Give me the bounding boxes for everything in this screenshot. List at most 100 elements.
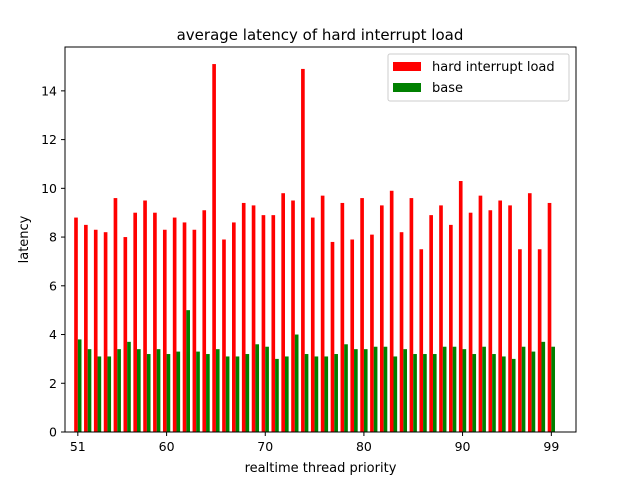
bar-hard-interrupt-load-63: [192, 229, 197, 432]
bar-base-67: [235, 356, 240, 432]
bar-base-59: [156, 349, 161, 432]
bar-base-60: [166, 354, 171, 432]
bars-group: [74, 64, 555, 433]
bar-base-80: [363, 349, 368, 432]
bar-base-56: [127, 341, 131, 432]
x-tick-label-60: 60: [159, 439, 175, 454]
bar-base-79: [354, 349, 358, 432]
bar-base-98: [541, 341, 546, 432]
bar-hard-interrupt-load-60: [162, 229, 167, 432]
bar-base-61: [176, 351, 181, 432]
bar-hard-interrupt-load-84: [399, 232, 404, 432]
legend-box: [387, 53, 570, 102]
bar-hard-interrupt-load-64: [202, 210, 207, 432]
bar-hard-interrupt-load-61: [172, 217, 177, 432]
bar-base-70: [265, 346, 269, 432]
bar-hard-interrupt-load-89: [449, 224, 453, 432]
bar-base-95: [511, 358, 516, 432]
bar-hard-interrupt-load-53: [93, 229, 98, 432]
chart-title: average latency of hard interrupt load: [177, 26, 464, 44]
x-tick-label-51: 51: [70, 439, 86, 454]
bar-base-89: [452, 346, 457, 432]
plot-frame: [64, 46, 577, 433]
bar-base-62: [186, 310, 190, 432]
bar-base-92: [482, 346, 486, 432]
legend-swatch-base: [393, 83, 421, 92]
bar-hard-interrupt-load-57: [133, 212, 138, 432]
bar-base-77: [334, 354, 338, 432]
x-tick-label-90: 90: [455, 439, 471, 454]
bar-base-96: [521, 346, 526, 432]
y-axis-label: latency: [17, 215, 32, 263]
bar-base-55: [117, 349, 121, 432]
bar-base-68: [245, 354, 250, 432]
bar-base-69: [255, 344, 260, 432]
bar-hard-interrupt-load-85: [409, 198, 414, 432]
x-tick-label-80: 80: [356, 439, 372, 454]
bar-hard-interrupt-load-55: [113, 198, 118, 432]
bar-hard-interrupt-load-94: [498, 200, 503, 432]
x-tick-label-99: 99: [543, 439, 559, 454]
bar-base-66: [225, 356, 230, 432]
bar-hard-interrupt-load-79: [350, 239, 355, 432]
y-tick-label-12: 12: [41, 132, 57, 147]
y-tick-label-4: 4: [49, 327, 57, 342]
y-axis-ticks: 0 2 4 6 8 10 12 14: [41, 83, 65, 440]
bar-base-57: [137, 349, 141, 432]
bar-hard-interrupt-load-83: [389, 190, 394, 432]
bar-hard-interrupt-load-93: [488, 210, 493, 432]
bar-base-63: [196, 351, 200, 432]
bar-base-90: [462, 349, 467, 432]
bar-base-72: [284, 356, 289, 432]
bar-base-97: [531, 351, 536, 432]
bar-base-73: [294, 334, 299, 432]
bar-base-75: [314, 356, 319, 432]
bar-base-76: [324, 356, 329, 432]
bar-base-53: [97, 356, 102, 432]
bar-base-52: [87, 349, 92, 432]
bar-hard-interrupt-load-87: [429, 215, 433, 432]
bar-hard-interrupt-load-54: [103, 232, 108, 432]
bar-hard-interrupt-load-82: [379, 205, 384, 432]
bar-hard-interrupt-load-69: [251, 205, 256, 432]
bar-hard-interrupt-load-95: [508, 205, 512, 432]
bar-base-82: [383, 346, 388, 432]
x-axis-ticks: 51 60 70 80 90 99: [70, 432, 559, 454]
bar-base-78: [344, 344, 348, 432]
x-tick-label-70: 70: [257, 439, 273, 454]
bar-base-54: [107, 356, 112, 432]
bar-hard-interrupt-load-67: [232, 222, 236, 432]
bar-hard-interrupt-load-74: [301, 68, 305, 433]
bar-base-94: [502, 356, 506, 432]
bar-hard-interrupt-load-99: [547, 202, 552, 432]
bar-hard-interrupt-load-66: [222, 239, 226, 432]
bar-hard-interrupt-load-51: [74, 217, 78, 432]
bar-hard-interrupt-load-77: [330, 241, 335, 432]
legend-label-hard-interrupt-load: hard interrupt load: [432, 60, 555, 75]
bar-base-88: [442, 346, 447, 432]
bar-hard-interrupt-load-80: [360, 198, 364, 432]
bar-hard-interrupt-load-92: [478, 195, 483, 432]
bar-hard-interrupt-load-56: [123, 237, 128, 432]
bar-base-51: [77, 339, 82, 432]
bar-base-85: [413, 354, 417, 432]
bar-hard-interrupt-load-70: [261, 215, 266, 432]
bar-hard-interrupt-load-78: [340, 202, 345, 432]
bar-base-91: [472, 354, 477, 432]
bar-base-71: [275, 358, 279, 432]
bar-hard-interrupt-load-72: [281, 193, 285, 432]
bar-base-84: [403, 349, 408, 432]
bar-hard-interrupt-load-76: [320, 195, 325, 432]
bar-hard-interrupt-load-65: [212, 64, 216, 432]
bar-base-74: [304, 354, 309, 432]
bar-hard-interrupt-load-98: [537, 249, 542, 432]
y-tick-label-2: 2: [49, 376, 57, 391]
y-tick-label-6: 6: [49, 278, 57, 293]
bar-base-83: [393, 356, 398, 432]
bar-hard-interrupt-load-81: [370, 234, 374, 432]
bar-hard-interrupt-load-88: [439, 205, 443, 432]
y-tick-label-14: 14: [41, 83, 57, 98]
bar-hard-interrupt-load-71: [271, 215, 276, 432]
bar-base-99: [551, 346, 555, 432]
bar-hard-interrupt-load-90: [458, 181, 463, 432]
